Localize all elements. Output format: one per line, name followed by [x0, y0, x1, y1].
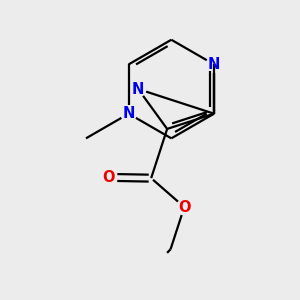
Text: O: O	[178, 200, 190, 214]
Text: N: N	[132, 82, 144, 97]
Text: N: N	[122, 106, 135, 121]
Text: O: O	[103, 170, 115, 185]
Text: N: N	[208, 57, 220, 72]
